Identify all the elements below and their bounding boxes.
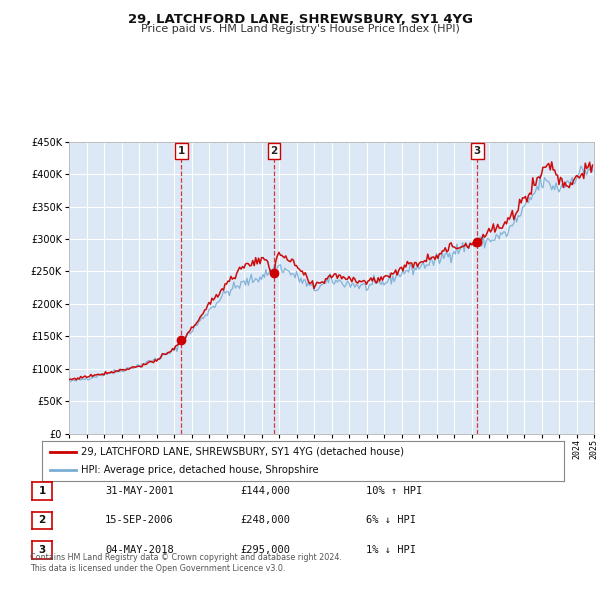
Text: 1% ↓ HPI: 1% ↓ HPI: [366, 545, 416, 555]
Text: £295,000: £295,000: [240, 545, 290, 555]
Text: Contains HM Land Registry data © Crown copyright and database right 2024.
This d: Contains HM Land Registry data © Crown c…: [30, 553, 342, 573]
Text: 31-MAY-2001: 31-MAY-2001: [105, 486, 174, 496]
Text: 6% ↓ HPI: 6% ↓ HPI: [366, 516, 416, 525]
Text: 1: 1: [38, 486, 46, 496]
Text: 15-SEP-2006: 15-SEP-2006: [105, 516, 174, 525]
Text: 29, LATCHFORD LANE, SHREWSBURY, SY1 4YG (detached house): 29, LATCHFORD LANE, SHREWSBURY, SY1 4YG …: [81, 447, 404, 457]
Text: Price paid vs. HM Land Registry's House Price Index (HPI): Price paid vs. HM Land Registry's House …: [140, 24, 460, 34]
Text: HPI: Average price, detached house, Shropshire: HPI: Average price, detached house, Shro…: [81, 465, 319, 475]
Text: 04-MAY-2018: 04-MAY-2018: [105, 545, 174, 555]
Text: 3: 3: [38, 545, 46, 555]
Text: 1: 1: [178, 146, 185, 156]
Text: 3: 3: [474, 146, 481, 156]
Text: 10% ↑ HPI: 10% ↑ HPI: [366, 486, 422, 496]
Text: 2: 2: [270, 146, 278, 156]
Text: £144,000: £144,000: [240, 486, 290, 496]
Text: 2: 2: [38, 516, 46, 525]
Text: £248,000: £248,000: [240, 516, 290, 525]
Text: 29, LATCHFORD LANE, SHREWSBURY, SY1 4YG: 29, LATCHFORD LANE, SHREWSBURY, SY1 4YG: [128, 13, 473, 26]
